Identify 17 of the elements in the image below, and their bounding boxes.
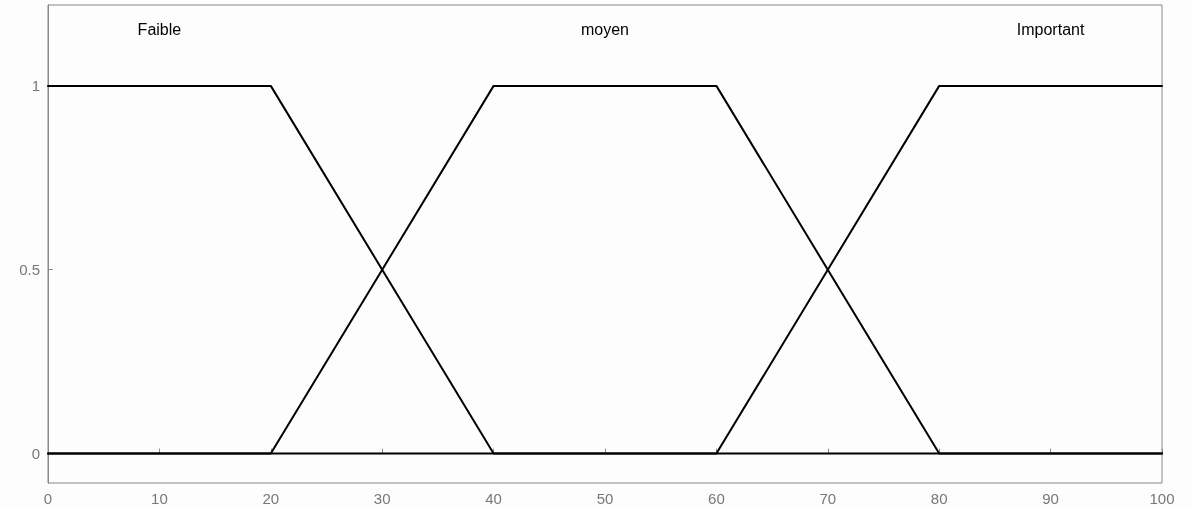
y-tick-label: 0 [31, 445, 40, 463]
x-tick-label: 10 [151, 490, 168, 507]
x-tick-label: 40 [485, 490, 502, 507]
text: moyen [580, 21, 630, 39]
x-tick-label: 30 [373, 490, 391, 507]
x-tick-label: 50 [596, 490, 614, 507]
x-tick-label: 0 [43, 490, 53, 507]
y-tick-label: 1 [31, 77, 40, 95]
text: Important [1016, 21, 1085, 39]
x-tick-label: 80 [930, 490, 948, 507]
x-tick-label: 90 [1042, 490, 1059, 507]
x-tick-label: 100 [1149, 490, 1175, 507]
x-tick-label: 60 [708, 490, 725, 507]
text: Faible [137, 21, 182, 39]
x-tick-label: 70 [819, 490, 837, 507]
y-tick-label: 0.5 [19, 261, 40, 279]
x-tick-label: 20 [262, 490, 280, 507]
